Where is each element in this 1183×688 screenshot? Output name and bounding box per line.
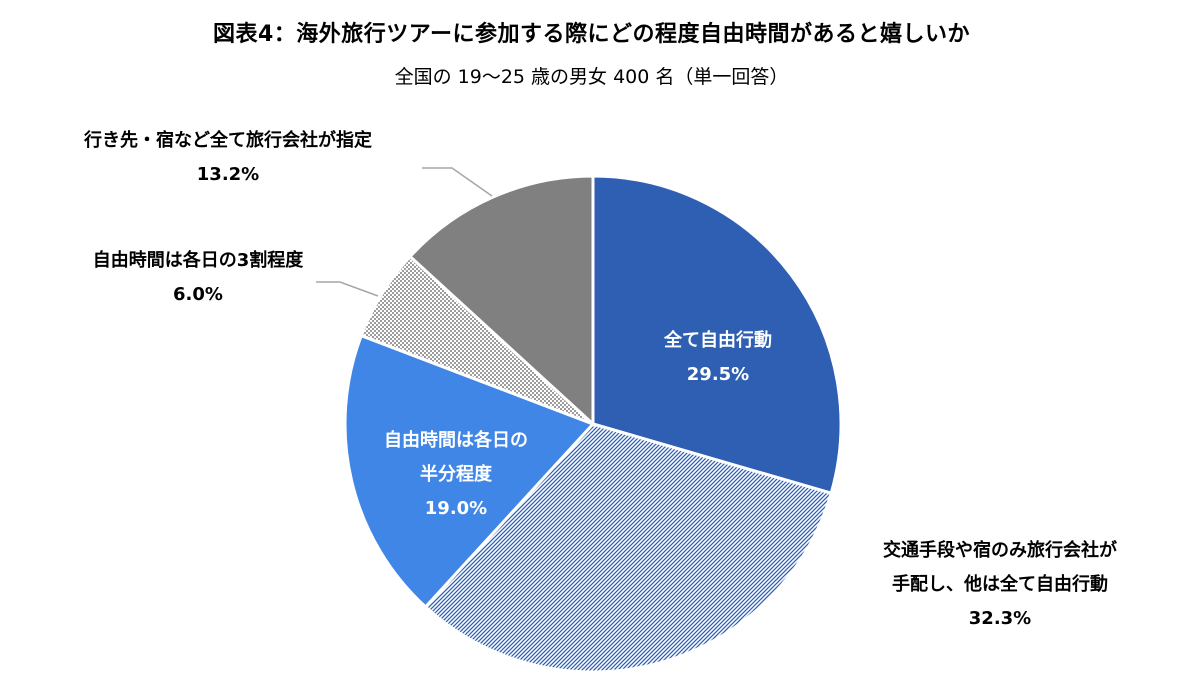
slice-name-label: 交通手段や宿のみ旅行会社が (883, 539, 1117, 561)
pie-slice-1 (591, 174, 843, 496)
slice-name-label: 手配し、他は全て自由行動 (892, 573, 1108, 595)
slice-label-2: 交通手段や宿のみ旅行会社が手配し、他は全て自由行動 32.3% (883, 539, 1117, 629)
pie-slice-5 (407, 174, 595, 428)
slice-value-label: 6.0% (173, 284, 223, 305)
pie-slice-2 (423, 422, 834, 674)
slice-name-label: 半分程度 (420, 463, 493, 485)
pie-slice-3 (343, 333, 596, 610)
leader-line-5 (422, 167, 493, 197)
slice-name-label: 自由時間は各日の3割程度 (93, 249, 305, 271)
slice-label-3: 自由時間は各日の半分程度 19.0% (384, 429, 528, 519)
slice-label-1: 全て自由行動 29.5% (663, 329, 772, 385)
slice-value-label: 13.2% (197, 164, 259, 185)
leader-line-4 (316, 281, 379, 297)
slice-name-label: 行き先・宿など全て旅行会社が指定 (83, 129, 372, 151)
chart-title: 図表4：海外旅行ツアーに参加する際にどの程度自由時間があると嬉しいか (213, 22, 970, 47)
slice-value-label: 32.3% (969, 608, 1031, 629)
slice-label-4: 自由時間は各日の3割程度 6.0% (93, 249, 305, 305)
chart-subtitle: 全国の 19～25 歳の男女 400 名（単一回答） (394, 66, 789, 88)
slice-label-5: 行き先・宿など全て旅行会社が指定 13.2% (83, 129, 372, 185)
slice-value-label: 19.0% (425, 498, 487, 519)
slice-value-label: 29.5% (687, 364, 749, 385)
slice-name-label: 全て自由行動 (663, 329, 772, 351)
slice-name-label: 自由時間は各日の (384, 429, 528, 451)
